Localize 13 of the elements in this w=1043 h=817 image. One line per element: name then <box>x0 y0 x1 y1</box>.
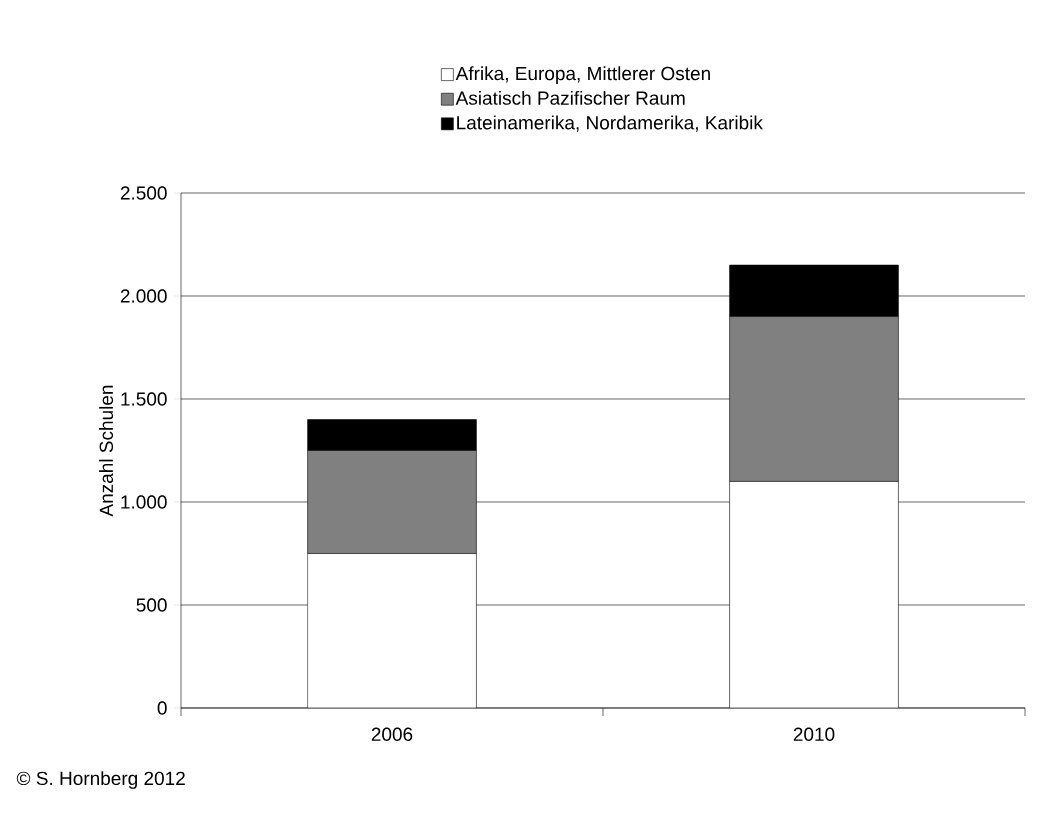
x-tick-label: 2006 <box>371 727 413 741</box>
y-tick-label: 1.000 <box>121 495 167 509</box>
legend-label: Asiatisch Pazifischer Raum <box>455 90 685 105</box>
y-tick-label: 1.500 <box>121 392 167 406</box>
y-axis-title: Anzahl Schulen <box>99 385 114 517</box>
y-tick-label: 2.000 <box>120 289 167 303</box>
y-tick-label: 0 <box>157 701 167 715</box>
y-tick-label: 2.500 <box>120 186 167 200</box>
text: © S. Hornberg 2012 <box>16 771 185 789</box>
legend-label: Lateinamerika, Nordamerika, Karibik <box>457 115 763 132</box>
legend-label: Afrika, Europa, Mittlerer Osten <box>455 66 710 84</box>
x-tick-label: 2010 <box>793 727 835 741</box>
y-tick-label: 500 <box>136 598 167 612</box>
